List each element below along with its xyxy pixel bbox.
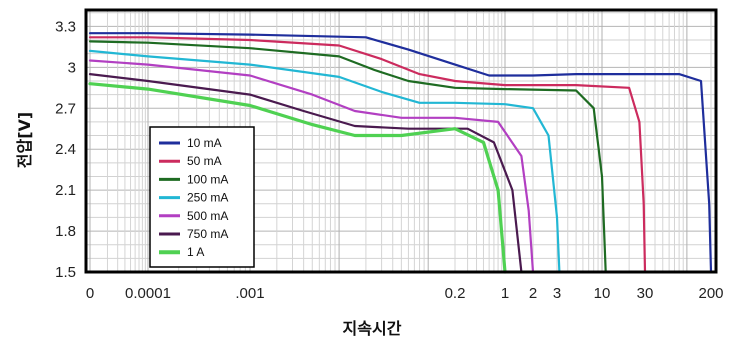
x-tick-labels: 0 0.0001 .001 0.2 1 2 3 10 30 200	[86, 285, 724, 302]
y-tick-label: 3	[68, 59, 76, 76]
legend-entry: 750 mA	[187, 227, 228, 241]
x-tick-label: 3	[553, 285, 561, 302]
x-axis-title: 지속시간	[343, 319, 402, 338]
y-tick-label: 1.8	[55, 223, 76, 240]
plot-frame	[84, 8, 718, 274]
legend-entry: 10 mA	[187, 136, 222, 150]
y-tick-label: 3.3	[55, 18, 76, 35]
x-tick-label: 1	[501, 285, 509, 302]
legend-entry: 500 mA	[187, 209, 228, 223]
y-tick-labels: 1.5 1.8 2.1 2.4 2.7 3 3.3	[55, 18, 76, 281]
y-axis-title: 전압[V]	[15, 112, 34, 168]
x-tick-label: 30	[637, 285, 654, 302]
legend-box	[149, 126, 255, 268]
series-line	[88, 32, 713, 274]
x-tick-label: 2	[529, 285, 537, 302]
legend-entry: 50 mA	[187, 154, 222, 168]
legend-entry: 250 mA	[187, 191, 228, 205]
legend: 10 mA 50 mA 100 mA 250 mA 500 mA 750 mA 1 A	[149, 126, 255, 268]
y-tick-label: 2.1	[55, 182, 76, 199]
series-line	[88, 40, 607, 274]
y-tick-label: 1.5	[55, 264, 76, 281]
series-line	[88, 49, 561, 274]
y-tick-label: 2.4	[55, 141, 76, 158]
series-line	[88, 82, 507, 274]
x-tick-label: 10	[594, 285, 611, 302]
legend-entry: 1 A	[187, 245, 204, 259]
x-tick-label: .001	[235, 285, 264, 302]
series-line	[88, 59, 535, 274]
x-tick-label: 0.2	[445, 285, 466, 302]
legend-entry: 100 mA	[187, 172, 228, 186]
x-tick-label: 200	[698, 285, 723, 302]
y-tick-label: 2.7	[55, 100, 76, 117]
series-line	[88, 73, 523, 274]
x-tick-label: 0.0001	[125, 285, 171, 302]
series-line	[88, 36, 647, 274]
series-layer	[88, 32, 713, 274]
x-tick-label: 0	[86, 285, 94, 302]
